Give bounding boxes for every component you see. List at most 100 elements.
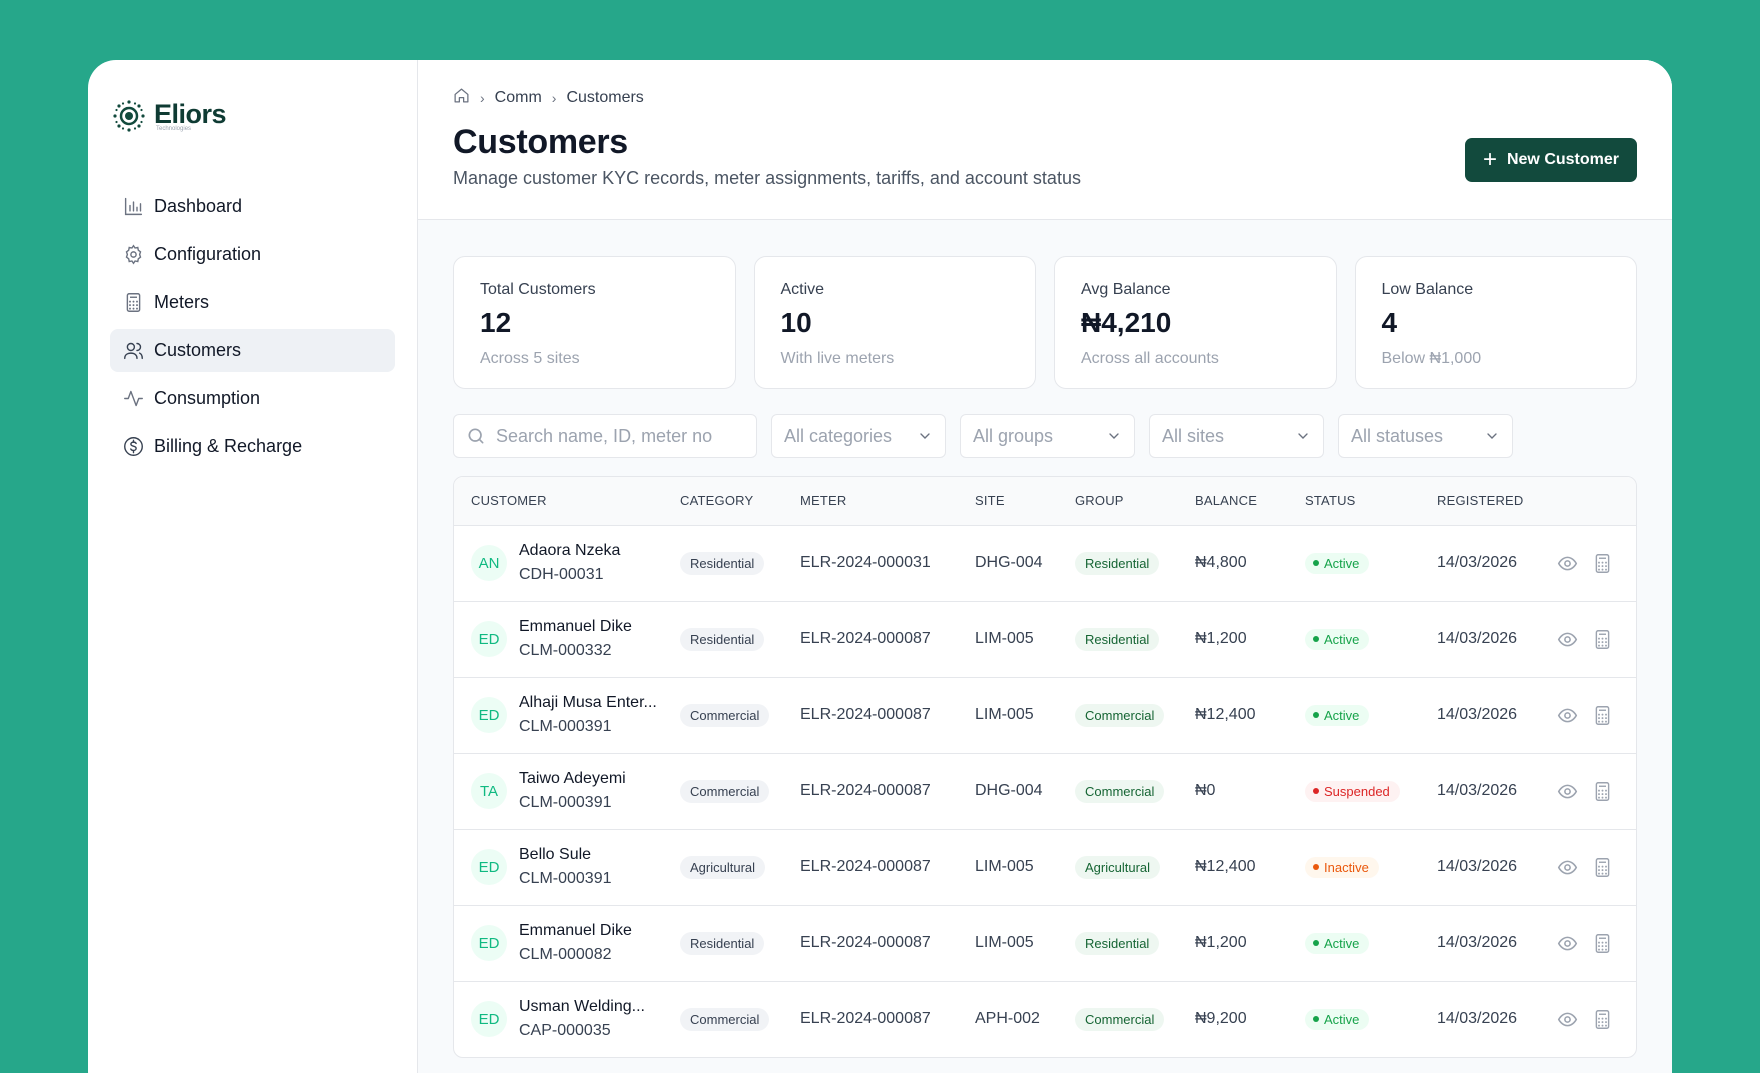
- table-row[interactable]: TA Taiwo Adeyemi CLM-000391 Commercial E…: [454, 753, 1636, 830]
- group-select[interactable]: All groups: [960, 414, 1135, 458]
- calculator-icon[interactable]: [1592, 1009, 1613, 1030]
- status-select-value: All statuses: [1351, 425, 1444, 446]
- col-header-registered[interactable]: Registered: [1420, 477, 1540, 526]
- table-row[interactable]: ED Emmanuel Dike CLM-000332 Residential …: [454, 601, 1636, 678]
- cell-customer: TA Taiwo Adeyemi CLM-000391: [454, 753, 663, 830]
- cell-meter: ELR-2024-000087: [783, 601, 958, 678]
- customer-name[interactable]: Emmanuel Dike: [519, 922, 632, 939]
- calculator-icon[interactable]: [1592, 553, 1613, 574]
- sidebar-item-configuration[interactable]: Configuration: [110, 233, 395, 276]
- search-icon: [468, 428, 484, 444]
- stat-label: Low Balance: [1381, 281, 1474, 298]
- table-row[interactable]: ED Alhaji Musa Enter... CLM-000391 Comme…: [454, 677, 1636, 754]
- cell-registered: 14/03/2026: [1420, 677, 1540, 754]
- sidebar-item-meters[interactable]: Meters: [110, 281, 395, 324]
- category-badge: Agricultural: [680, 855, 766, 879]
- cell-status: Inactive: [1288, 829, 1420, 906]
- cell-customer: ED Alhaji Musa Enter... CLM-000391: [454, 677, 663, 754]
- new-customer-button[interactable]: + New Customer: [1464, 138, 1637, 182]
- site-select[interactable]: All sites: [1149, 414, 1324, 458]
- stat-value: ₦4,210: [1081, 307, 1172, 338]
- customer-name[interactable]: Usman Welding...: [519, 998, 645, 1016]
- category-badge: Residential: [680, 627, 765, 651]
- breadcrumb-item-comm[interactable]: Comm: [494, 89, 542, 106]
- dollar-circle-icon: [123, 436, 144, 457]
- avatar: ED: [471, 849, 507, 885]
- category-select[interactable]: All categories: [771, 414, 946, 458]
- gear-icon: [123, 244, 144, 265]
- cell-group: Residential: [1058, 525, 1178, 602]
- home-icon[interactable]: [453, 87, 470, 109]
- page-subtitle: Manage customer KYC records, meter assig…: [453, 168, 1081, 188]
- status-select[interactable]: All statuses: [1338, 414, 1513, 458]
- category-badge: Residential: [680, 931, 765, 955]
- customer-name[interactable]: Taiwo Adeyemi: [519, 770, 626, 787]
- customer-name[interactable]: Emmanuel Dike: [519, 618, 632, 635]
- eye-icon[interactable]: [1557, 553, 1578, 574]
- cell-meter: ELR-2024-000087: [800, 1010, 931, 1028]
- cell-site: LIM-005: [958, 905, 1058, 982]
- eye-icon[interactable]: [1557, 1009, 1578, 1030]
- cell-actions: [1540, 829, 1636, 906]
- calculator-icon[interactable]: [1592, 629, 1613, 650]
- col-header-balance[interactable]: Balance: [1178, 477, 1288, 526]
- cell-group: Commercial: [1058, 981, 1178, 1057]
- avatar: ED: [471, 697, 507, 733]
- search-input[interactable]: [496, 425, 736, 447]
- status-label: Active: [1324, 1011, 1360, 1027]
- status-badge: Active: [1305, 704, 1370, 726]
- cell-actions: [1540, 677, 1636, 754]
- search-box: [453, 414, 757, 458]
- stat-note: Across all accounts: [1081, 350, 1219, 367]
- col-header-site[interactable]: Site: [958, 477, 1058, 526]
- eye-icon[interactable]: [1557, 705, 1578, 726]
- status-label: Active: [1324, 707, 1360, 723]
- site-select-value: All sites: [1162, 425, 1225, 446]
- eye-icon[interactable]: [1557, 933, 1578, 954]
- new-customer-label: New Customer: [1506, 151, 1619, 168]
- eye-icon[interactable]: [1557, 629, 1578, 650]
- calculator-icon[interactable]: [1592, 705, 1613, 726]
- cell-category: Agricultural: [663, 829, 783, 906]
- brand-logo[interactable]: Eliors Technologies: [110, 94, 395, 138]
- col-header-group[interactable]: Group: [1058, 477, 1178, 526]
- table-row[interactable]: ED Usman Welding... CAP-000035 Commercia…: [454, 981, 1636, 1057]
- table-row[interactable]: ED Bello Sule CLM-000391 Agricultural EL…: [454, 829, 1636, 906]
- col-header-customer[interactable]: Customer: [454, 477, 663, 526]
- cell-category: Residential: [663, 525, 783, 602]
- cell-balance: ₦12,400: [1178, 829, 1288, 906]
- group-badge: Residential: [1075, 627, 1160, 651]
- cell-site: LIM-005: [958, 677, 1058, 754]
- stat-note: With live meters: [780, 350, 895, 367]
- col-header-status[interactable]: Status: [1288, 477, 1420, 526]
- cell-meter: ELR-2024-000087: [783, 905, 958, 982]
- customer-name[interactable]: Alhaji Musa Enter...: [519, 694, 657, 711]
- calculator-icon[interactable]: [1592, 933, 1613, 954]
- group-badge: Agricultural: [1075, 855, 1161, 879]
- group-badge: Commercial: [1075, 1007, 1165, 1031]
- cell-site: APH-002: [975, 1010, 1040, 1028]
- cell-registered: 14/03/2026: [1420, 525, 1540, 602]
- customer-name[interactable]: Bello Sule: [519, 846, 592, 863]
- calculator-icon[interactable]: [1592, 857, 1613, 878]
- cell-registered: 14/03/2026: [1420, 753, 1540, 830]
- col-header-meter[interactable]: Meter: [783, 477, 958, 526]
- stats-row: Total Customers 12 Across 5 sites Active…: [453, 256, 1637, 389]
- eye-icon[interactable]: [1557, 857, 1578, 878]
- calculator-icon[interactable]: [1592, 781, 1613, 802]
- sidebar-item-consumption[interactable]: Consumption: [110, 377, 395, 420]
- activity-icon: [123, 388, 144, 409]
- group-badge: Commercial: [1075, 779, 1165, 803]
- calculator-icon: [123, 292, 144, 313]
- customer-id: CLM-000082: [519, 946, 612, 963]
- col-header-category[interactable]: Category: [663, 477, 783, 526]
- customer-name[interactable]: Adaora Nzeka: [519, 542, 621, 559]
- eye-icon[interactable]: [1557, 781, 1578, 802]
- table-row[interactable]: AN Adaora Nzeka CDH-00031 Residential EL…: [454, 525, 1636, 602]
- sidebar-item-billing[interactable]: Billing & Recharge: [110, 425, 395, 468]
- chevron-right-icon: ›: [480, 90, 485, 106]
- sidebar-item-dashboard[interactable]: Dashboard: [110, 185, 395, 228]
- sidebar-item-customers[interactable]: Customers: [110, 329, 395, 372]
- avatar: ED: [471, 1001, 507, 1038]
- table-row[interactable]: ED Emmanuel Dike CLM-000082 Residential …: [454, 905, 1636, 982]
